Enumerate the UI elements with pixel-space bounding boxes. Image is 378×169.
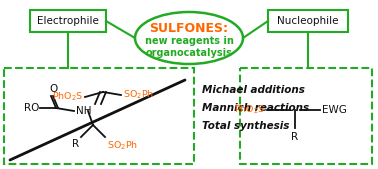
Text: Electrophile: Electrophile xyxy=(37,16,99,26)
Text: SO$_2$Ph: SO$_2$Ph xyxy=(123,89,154,101)
Text: EWG: EWG xyxy=(322,105,347,115)
Text: PhO$_2$S: PhO$_2$S xyxy=(52,91,83,103)
Text: Michael additions: Michael additions xyxy=(202,85,305,95)
Text: SULFONES:: SULFONES: xyxy=(150,22,228,35)
Text: PhO$_2$S: PhO$_2$S xyxy=(234,104,265,116)
Text: RO: RO xyxy=(23,103,39,113)
Text: Nucleophile: Nucleophile xyxy=(277,16,339,26)
Text: NH: NH xyxy=(76,106,91,116)
Text: Total synthesis: Total synthesis xyxy=(202,121,290,131)
Text: O: O xyxy=(49,84,57,94)
Text: Mannich reactions: Mannich reactions xyxy=(202,103,309,113)
Text: R: R xyxy=(291,132,299,142)
Text: new reagents in
organocatalysis: new reagents in organocatalysis xyxy=(144,36,234,58)
Text: R: R xyxy=(72,139,79,149)
Text: SO$_2$Ph: SO$_2$Ph xyxy=(107,139,138,151)
